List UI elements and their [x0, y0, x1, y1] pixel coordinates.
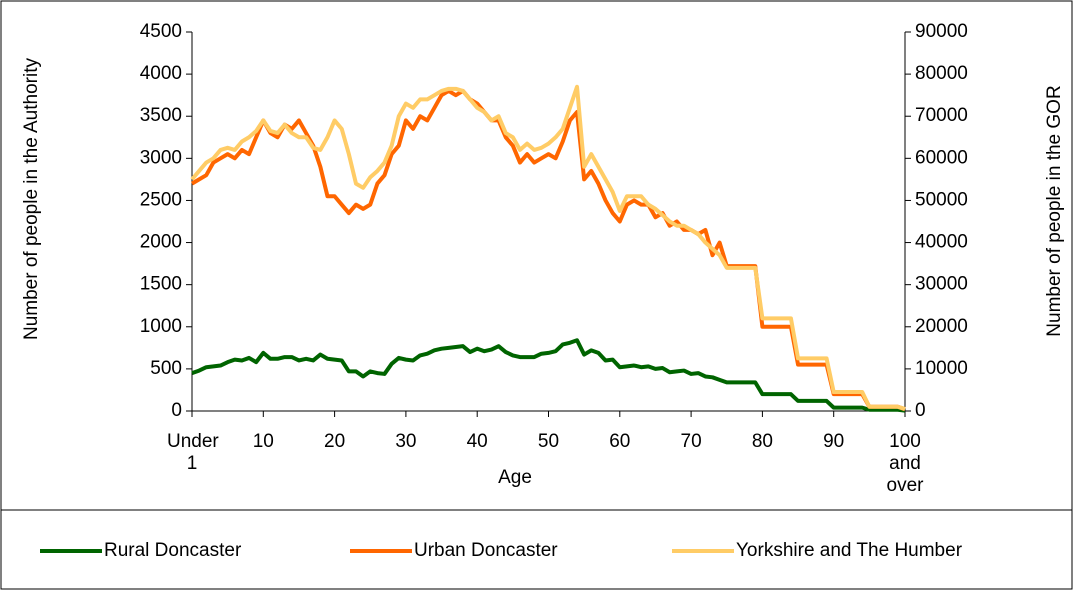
x-tick-label: Under 1 — [167, 431, 219, 474]
y2-tick-label: 90000 — [915, 21, 968, 42]
y2-tick-label: 80000 — [915, 63, 968, 84]
x-tick-label: 50 — [537, 431, 560, 452]
y-tick-label: 4000 — [140, 63, 182, 84]
y-tick-label: 3500 — [140, 105, 182, 126]
y2-tick-label: 0 — [915, 400, 926, 421]
series-line — [190, 84, 906, 411]
x-tick-label: 20 — [324, 431, 346, 452]
legend-label: Urban Doncaster — [414, 540, 558, 561]
y-tick-label: 500 — [150, 358, 182, 379]
y2-tick-label: 70000 — [915, 105, 968, 126]
x-tick-label: 30 — [395, 431, 417, 452]
y-tick-label: 1500 — [140, 274, 182, 295]
y-tick-label: 0 — [171, 400, 182, 421]
x-tick-label: 80 — [751, 431, 773, 452]
legend-label: Yorkshire and The Humber — [736, 540, 963, 561]
y2-tick-label: 20000 — [915, 316, 968, 337]
y2-tick-label: 50000 — [915, 189, 968, 210]
x-tick-label: 70 — [680, 431, 702, 452]
y-axis-title: Number of people in the Authority — [21, 58, 42, 341]
x-tick-label: 10 — [252, 431, 274, 452]
y-tick-label: 2500 — [140, 189, 182, 210]
series-line — [191, 338, 906, 413]
y-tick-label: 3000 — [140, 147, 182, 168]
legend-label: Rural Doncaster — [104, 540, 242, 561]
y2-tick-label: 10000 — [915, 358, 968, 379]
y2-axis-title: Number of people in the GOR — [1044, 85, 1065, 337]
x-tick-label: 40 — [466, 431, 488, 452]
y-tick-label: 4500 — [140, 21, 182, 42]
y2-tick-label: 60000 — [915, 147, 968, 168]
y2-tick-label: 40000 — [915, 232, 968, 253]
y-tick-label: 1000 — [140, 316, 182, 337]
x-tick-label: 100 and over — [886, 431, 924, 496]
y2-tick-label: 30000 — [915, 274, 968, 295]
y-tick-label: 2000 — [140, 232, 182, 253]
x-tick-label: 60 — [609, 431, 631, 452]
x-axis-title: Age — [498, 467, 532, 488]
x-tick-label: 90 — [823, 431, 845, 452]
